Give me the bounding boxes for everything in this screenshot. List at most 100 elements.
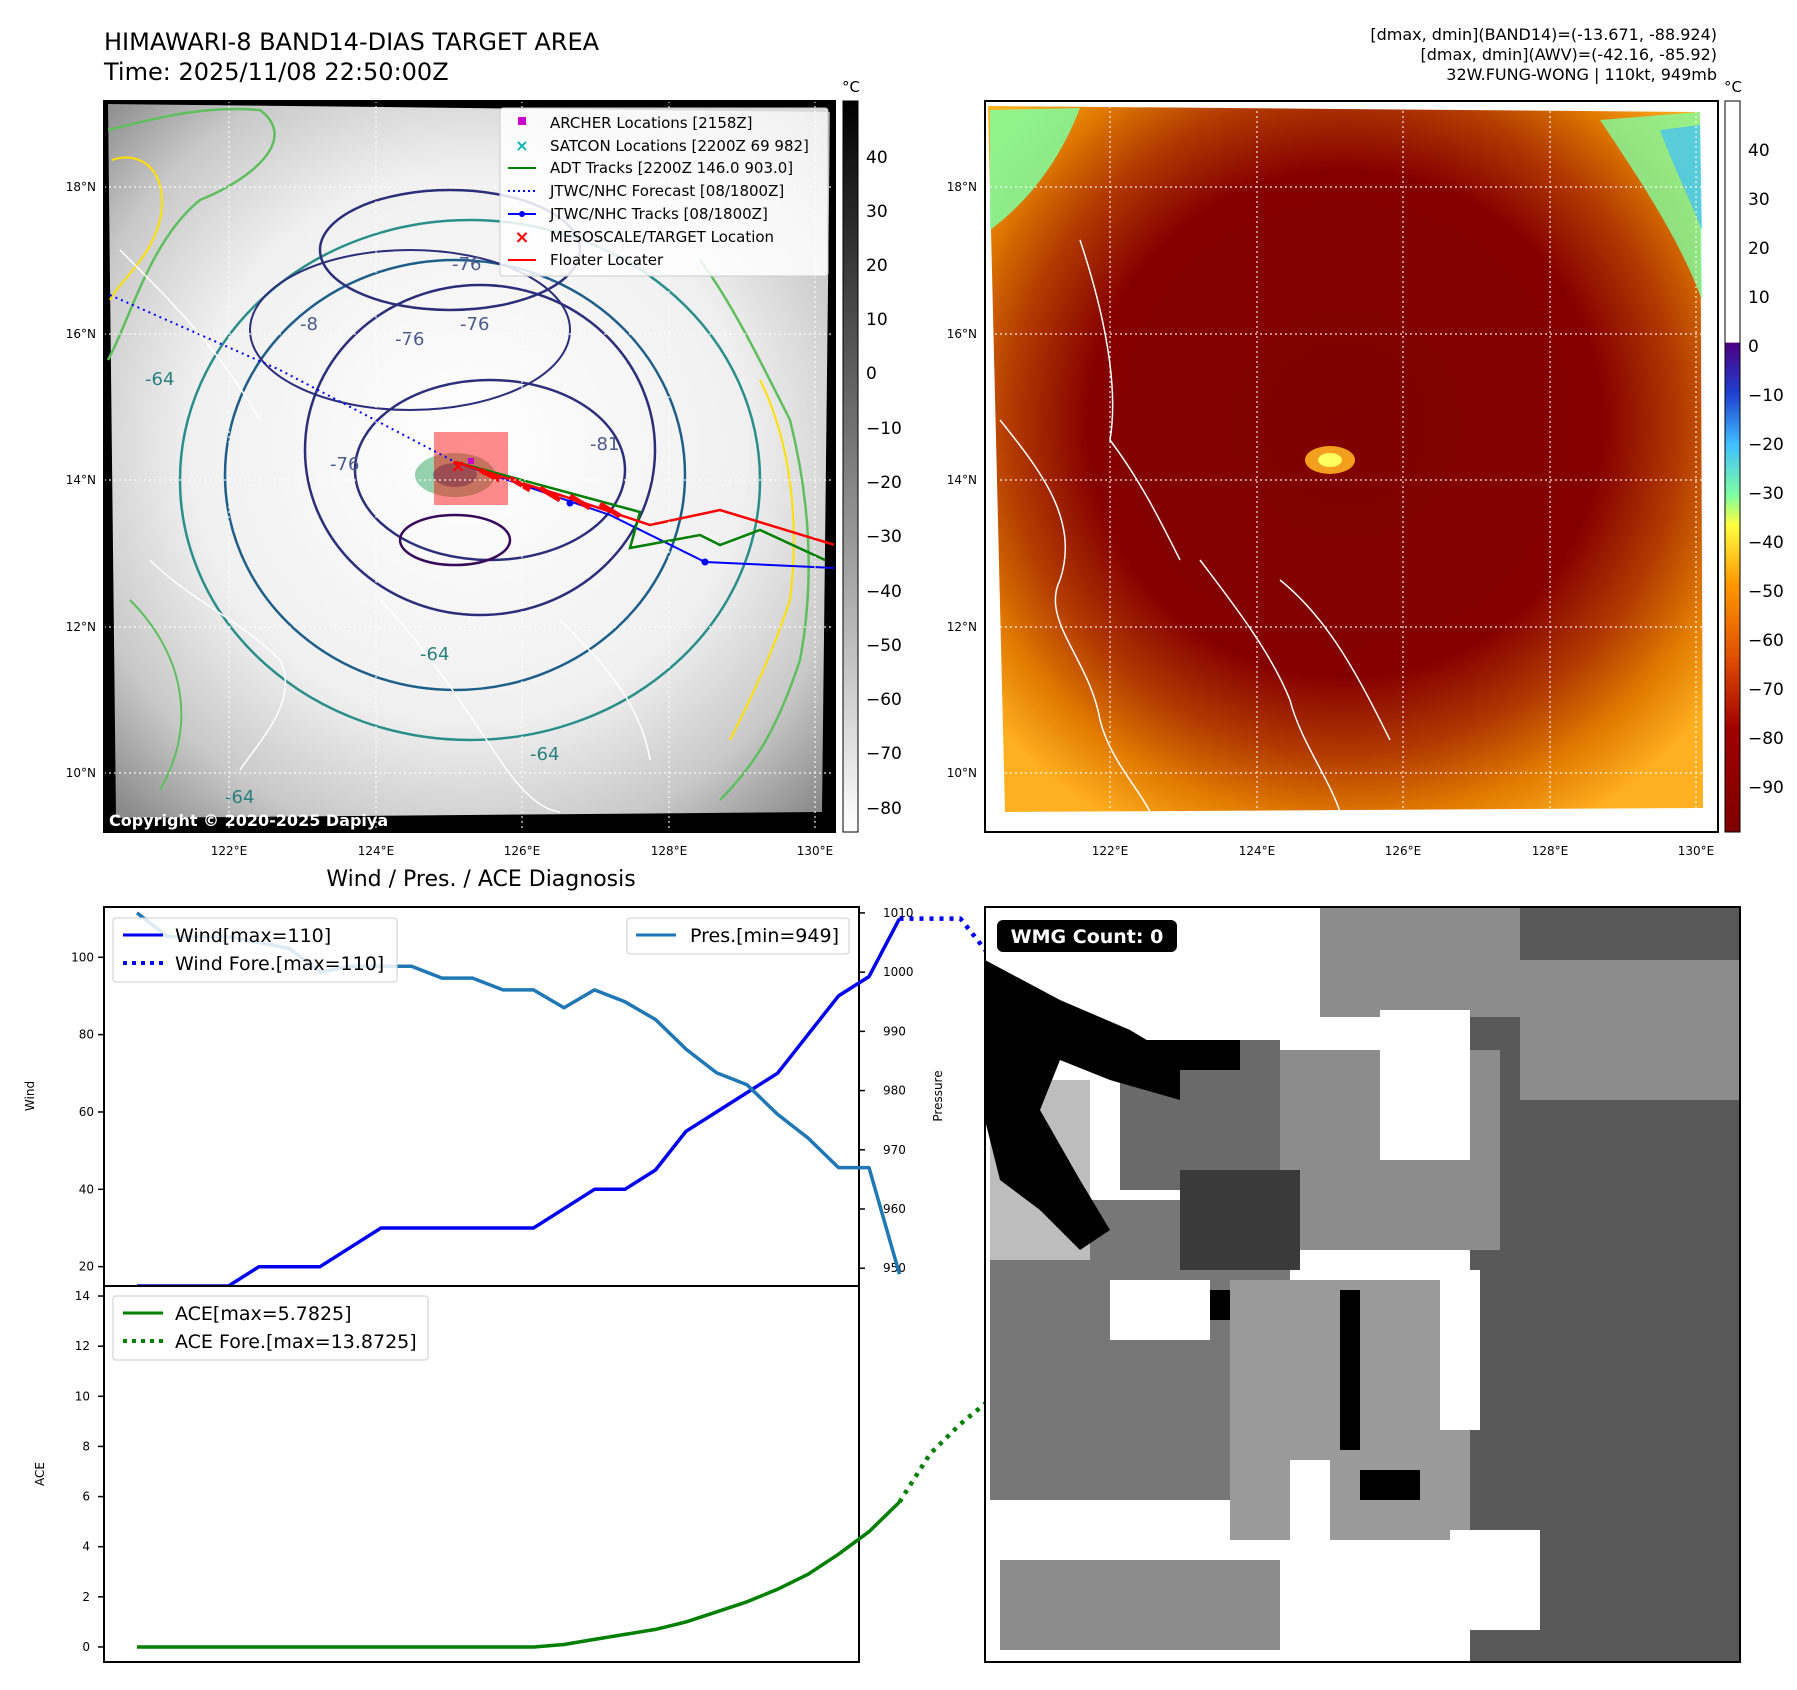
info-line2: [dmax, dmin](AWV)=(-42.16, -85.92) [1420,45,1717,64]
wind-tick-label: 60 [79,1105,94,1119]
map2-lat-ticks: 18°N 16°N 14°N 12°N 10°N [947,180,977,780]
lat-tick: 18°N [947,180,977,194]
colorbar-tick: −70 [1748,680,1784,700]
lat-tick: 10°N [947,766,977,780]
colorbar-tick: 20 [1748,239,1770,259]
pressure-tick-label: 970 [883,1143,906,1157]
lon-tick: 130°E [797,844,834,858]
legend-label: Wind[max=110] [175,925,331,947]
colorbar-tick: −30 [866,527,902,547]
legend-label: SATCON Locations [2200Z 69 982] [550,137,809,155]
chart-title: Wind / Pres. / ACE Diagnosis [326,867,635,892]
ace-tick-label: 4 [82,1540,90,1554]
ace-tick-label: 14 [75,1289,90,1303]
legend-label: JTWC/NHC Tracks [08/1800Z] [549,205,768,223]
map2-lon-ticks: 122°E 124°E 126°E 128°E 130°E [1092,844,1715,858]
colorbar-tick: 10 [866,310,888,330]
satellite-map-color [984,100,1719,833]
legend-item-mesoscale: × MESOSCALE/TARGET Location [514,227,774,248]
svg-text:×: × [515,136,528,155]
wmg-count-label: WMG Count: 0 [1011,926,1164,948]
ace-tick-label: 0 [82,1640,90,1654]
colorbar-tick: 0 [866,364,877,384]
ace-axis-label: ACE [33,1462,47,1486]
contour-label: -64 [225,787,254,808]
wind-axis-label: Wind [23,1081,37,1111]
lon-tick: 122°E [211,844,248,858]
wind-pressure-chart: 20 40 60 80 100 950 960 970 980 990 1000 1010 Wind… [23,906,1511,1288]
lat-tick: 16°N [66,327,96,341]
map-legend: ARCHER Locations [2158Z] × SATCON Locati… [499,107,829,277]
colorbar-tick: −20 [1748,435,1784,455]
legend-label: ARCHER Locations [2158Z] [550,114,753,132]
ace-tick-label: 2 [82,1590,90,1604]
colorbar-unit: °C [842,78,860,96]
wmg-panel: WMG Count: 0 [984,906,1741,1663]
contour-label: -64 [420,644,449,665]
colorbar-tick: 40 [1748,141,1770,161]
legend-label: ADT Tracks [2200Z 146.0 903.0] [550,159,793,177]
colorbar-tick: −40 [866,582,902,602]
colorbar-tick: 20 [866,256,888,276]
colorbar-tick: −60 [866,690,902,710]
pressure-tick-label: 1010 [883,906,914,920]
legend-label: Pres.[min=949] [690,925,839,947]
contour-label: -8 [300,314,318,335]
legend-item-jtwc-forecast: JTWC/NHC Forecast [08/1800Z] [508,182,784,200]
contour-label: -64 [530,744,559,765]
info-line1: [dmax, dmin](BAND14)=(-13.671, -88.924) [1370,25,1717,44]
contour-label: -64 [145,369,174,390]
ace-tick-label: 10 [75,1389,90,1403]
lon-tick: 122°E [1092,844,1129,858]
colorbar-tick: −20 [866,473,902,493]
legend-item-floater: Floater Locater [508,251,664,269]
lon-tick: 126°E [1385,844,1422,858]
lon-tick: 130°E [1678,844,1715,858]
pressure-tick-label: 960 [883,1202,906,1216]
lon-tick: 126°E [504,844,541,858]
svg-text:×: × [514,227,529,248]
lat-tick: 14°N [947,473,977,487]
lon-tick: 128°E [651,844,688,858]
ace-tick-label: 12 [75,1339,90,1353]
contour-label: -76 [452,254,481,275]
pressure-tick-label: 1000 [883,965,914,979]
lat-tick: 18°N [66,180,96,194]
ace-tick-label: 8 [82,1439,90,1453]
lat-tick: 10°N [66,766,96,780]
pressure-tick-label: 990 [883,1024,906,1038]
contour-label: -76 [460,314,489,335]
pressure-axis-label: Pressure [931,1070,945,1121]
colorbar-gray: °C 40 30 20 10 0 −10 −20 −30 −40 −50 −60… [842,78,902,833]
contour-label: -76 [395,329,424,350]
colorbar-tick: −90 [1748,778,1784,798]
colorbar-tick: −80 [1748,729,1784,749]
colorbar-unit: °C [1724,78,1742,96]
colorbar-tick: −50 [1748,582,1784,602]
colorbar-tick: 0 [1748,337,1759,357]
legend-label: Wind Fore.[max=110] [175,953,384,975]
legend-item-jtwc-tracks: JTWC/NHC Tracks [08/1800Z] [508,205,768,223]
ace-chart: 0 2 4 6 8 10 12 14 ACE ACE[max=5.7825] ACE Fore… [33,1285,1510,1663]
legend-label: ACE[max=5.7825] [175,1303,352,1325]
wind-tick-label: 40 [79,1182,94,1196]
colorbar-color: °C 40 30 20 10 0 −10 −20 −30 −40 −50 −60… [1724,78,1784,833]
lon-tick: 128°E [1532,844,1569,858]
lat-tick: 14°N [66,473,96,487]
legend-label: MESOSCALE/TARGET Location [550,228,774,246]
colorbar-tick: 10 [1748,288,1770,308]
ace-tick-label: 6 [82,1490,90,1504]
contour-label: -81 [590,434,619,455]
colorbar-tick: −30 [1748,484,1784,504]
series-line-wind [137,917,902,1288]
colorbar-tick: −80 [866,799,902,819]
series-line-ace [137,1500,901,1649]
legend-label: ACE Fore.[max=13.8725] [175,1331,417,1353]
lat-tick: 12°N [947,620,977,634]
map1-lon-ticks: 122°E 124°E 126°E 128°E 130°E [211,844,834,858]
legend-item-satcon: × SATCON Locations [2200Z 69 982] [515,136,809,155]
legend-item-archer: ARCHER Locations [2158Z] [518,114,753,132]
ace-legend: ACE[max=5.7825] ACE Fore.[max=13.8725] [112,1295,429,1361]
colorbar-tick: −10 [1748,386,1784,406]
legend-label: JTWC/NHC Forecast [08/1800Z] [549,182,784,200]
